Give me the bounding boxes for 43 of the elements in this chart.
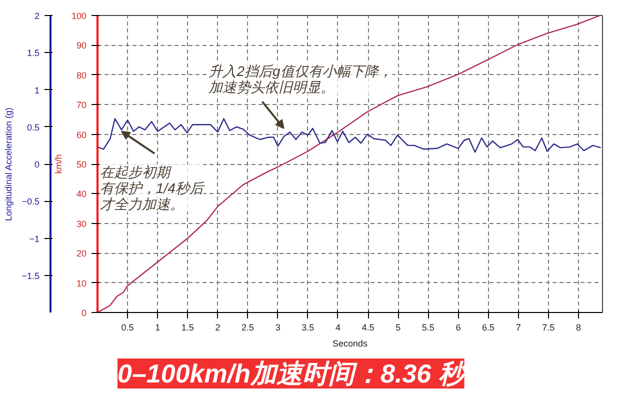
annotation: 在起步初期有保护，1/4秒后才全力加速。 [100,164,206,212]
x-tick-label: 3 [275,322,280,332]
y-tick-label: 100 [71,11,87,21]
y2-tick-label: −1 [29,234,40,244]
y2-tick-label: 0.5 [26,122,40,132]
x-tick-label: 4 [335,322,340,332]
x-tick-label: 2 [215,322,220,332]
y2-tick-label: −1.5 [22,270,40,281]
y-tick-label: 0 [81,308,87,318]
x-tick-label: 5.5 [422,322,434,332]
y-tick-label: 50 [76,160,87,170]
x-tick-label: 2.5 [242,322,254,332]
x-tick-label: 7 [516,322,521,332]
x-tick-label: 4.5 [362,322,374,332]
y-tick-label: 90 [76,40,87,51]
y-tick-label: 20 [76,248,87,259]
x-tick-label: 1 [155,322,160,332]
y2-tick-label: 0 [34,160,40,170]
y-tick-label: 40 [76,189,87,200]
y-tick-label: 30 [76,218,87,229]
y2-axis-title: Longitudinal Acceleration (g) [4,107,14,222]
y2-tick-label: 2 [34,11,40,21]
x-axis-title: Seconds [332,338,368,348]
line-series [98,16,601,312]
x-tick-label: 6.5 [482,322,495,332]
x-tick-label: 3.5 [302,322,314,332]
y2-tick-label: 1 [34,85,40,96]
x-tick-label: 5 [396,322,401,332]
line-series [98,118,602,153]
x-tick-label: 6 [456,322,461,332]
text: 0–100km/h加速时间：8.36 秒 [118,358,468,388]
y-tick-label: 70 [76,100,87,110]
y-tick-label: 60 [76,130,87,140]
y2-tick-label: −0.5 [22,196,40,207]
y-tick-label: 10 [76,278,87,288]
y2-tick-label: 1.5 [26,48,40,58]
x-tick-label: 0.5 [121,322,134,332]
x-tick-label: 1.5 [181,322,194,332]
annotation: 升入2挡后g值仅有小幅下降，加速势头依旧明显。 [208,63,392,96]
x-tick-label: 8 [576,322,581,332]
y-axis-title: km/h [53,154,64,174]
x-tick-label: 7.5 [542,322,555,332]
y-tick-label: 80 [76,70,87,80]
